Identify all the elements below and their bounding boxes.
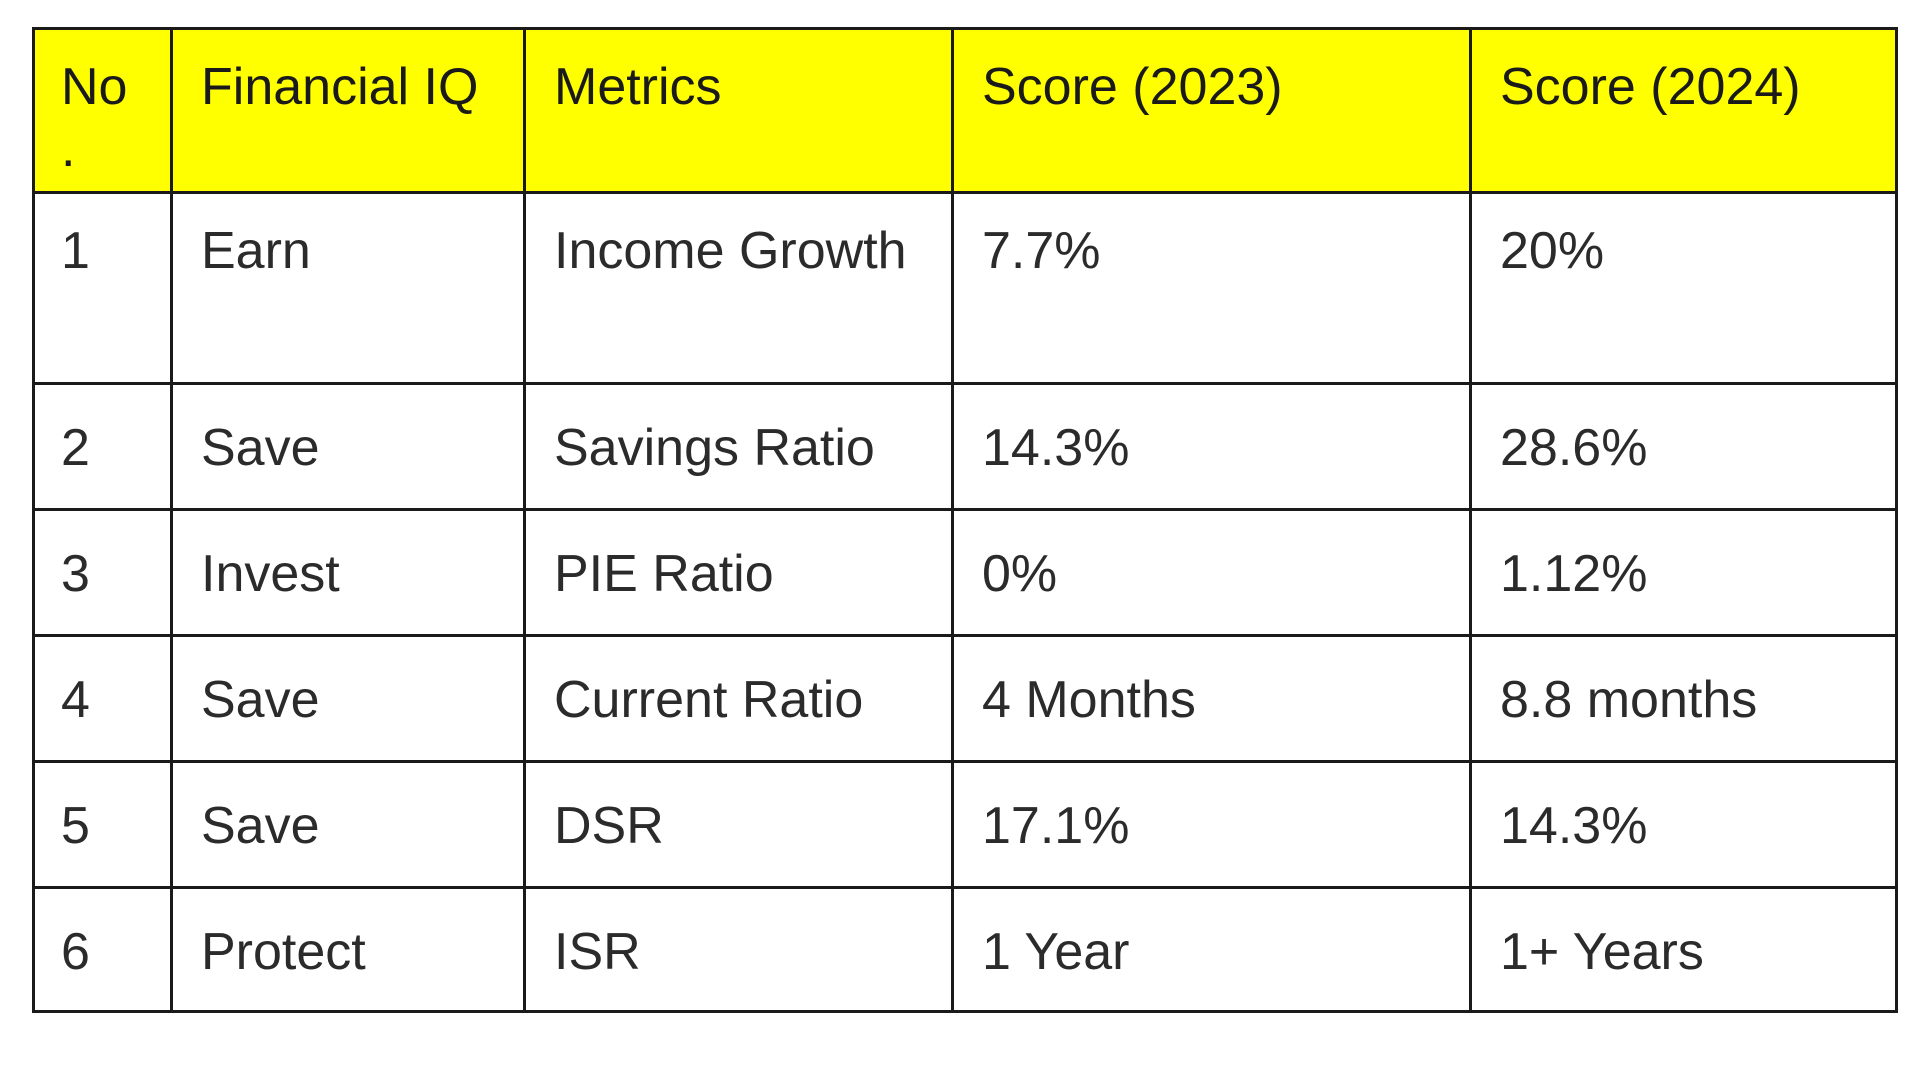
cell-metric: Income Growth (523, 190, 954, 385)
cell-score-2024: 1+ Years (1469, 885, 1898, 1013)
financial-iq-table: No . Financial IQ Metrics Score (2023) S… (32, 27, 1898, 1013)
table-row: 6 Protect ISR 1 Year 1+ Years (32, 885, 1898, 1013)
cell-no: 1 (32, 190, 173, 385)
cell-score-2023: 17.1% (951, 759, 1472, 889)
header-no-label: No . (61, 58, 128, 179)
cell-score-2023: 14.3% (951, 381, 1472, 511)
cell-score-2024: 20% (1469, 190, 1898, 385)
cell-financial-iq: Save (170, 381, 526, 511)
header-score-2024: Score (2024) (1469, 27, 1898, 194)
header-score-2023-label: Score (2023) (982, 58, 1283, 116)
cell-score-2024: 1.12% (1469, 507, 1898, 637)
cell-no: 5 (32, 759, 173, 889)
table-row: 1 Earn Income Growth 7.7% 20% (32, 190, 1898, 385)
cell-score-2024: 8.8 months (1469, 633, 1898, 763)
header-score-2023: Score (2023) (951, 27, 1472, 194)
table-row: 5 Save DSR 17.1% 14.3% (32, 759, 1898, 889)
cell-financial-iq: Earn (170, 190, 526, 385)
cell-score-2023: 7.7% (951, 190, 1472, 385)
cell-score-2023: 1 Year (951, 885, 1472, 1013)
cell-score-2023: 0% (951, 507, 1472, 637)
cell-financial-iq: Protect (170, 885, 526, 1013)
header-financial-iq: Financial IQ (170, 27, 526, 194)
cell-no: 6 (32, 885, 173, 1013)
header-metrics: Metrics (523, 27, 954, 194)
cell-no: 2 (32, 381, 173, 511)
cell-score-2024: 14.3% (1469, 759, 1898, 889)
header-row: No . Financial IQ Metrics Score (2023) S… (32, 27, 1898, 194)
header-no: No . (32, 27, 173, 194)
table-row: 4 Save Current Ratio 4 Months 8.8 months (32, 633, 1898, 763)
header-metrics-label: Metrics (554, 58, 722, 116)
header-score-2024-label: Score (2024) (1500, 58, 1801, 116)
header-financial-iq-label: Financial IQ (201, 58, 479, 116)
cell-metric: ISR (523, 885, 954, 1013)
cell-metric: Current Ratio (523, 633, 954, 763)
table-row: 2 Save Savings Ratio 14.3% 28.6% (32, 381, 1898, 511)
cell-no: 3 (32, 507, 173, 637)
cell-metric: Savings Ratio (523, 381, 954, 511)
cell-score-2024: 28.6% (1469, 381, 1898, 511)
cell-financial-iq: Save (170, 633, 526, 763)
cell-no: 4 (32, 633, 173, 763)
cell-metric: PIE Ratio (523, 507, 954, 637)
cell-financial-iq: Invest (170, 507, 526, 637)
cell-financial-iq: Save (170, 759, 526, 889)
table-row: 3 Invest PIE Ratio 0% 1.12% (32, 507, 1898, 637)
cell-metric: DSR (523, 759, 954, 889)
cell-score-2023: 4 Months (951, 633, 1472, 763)
